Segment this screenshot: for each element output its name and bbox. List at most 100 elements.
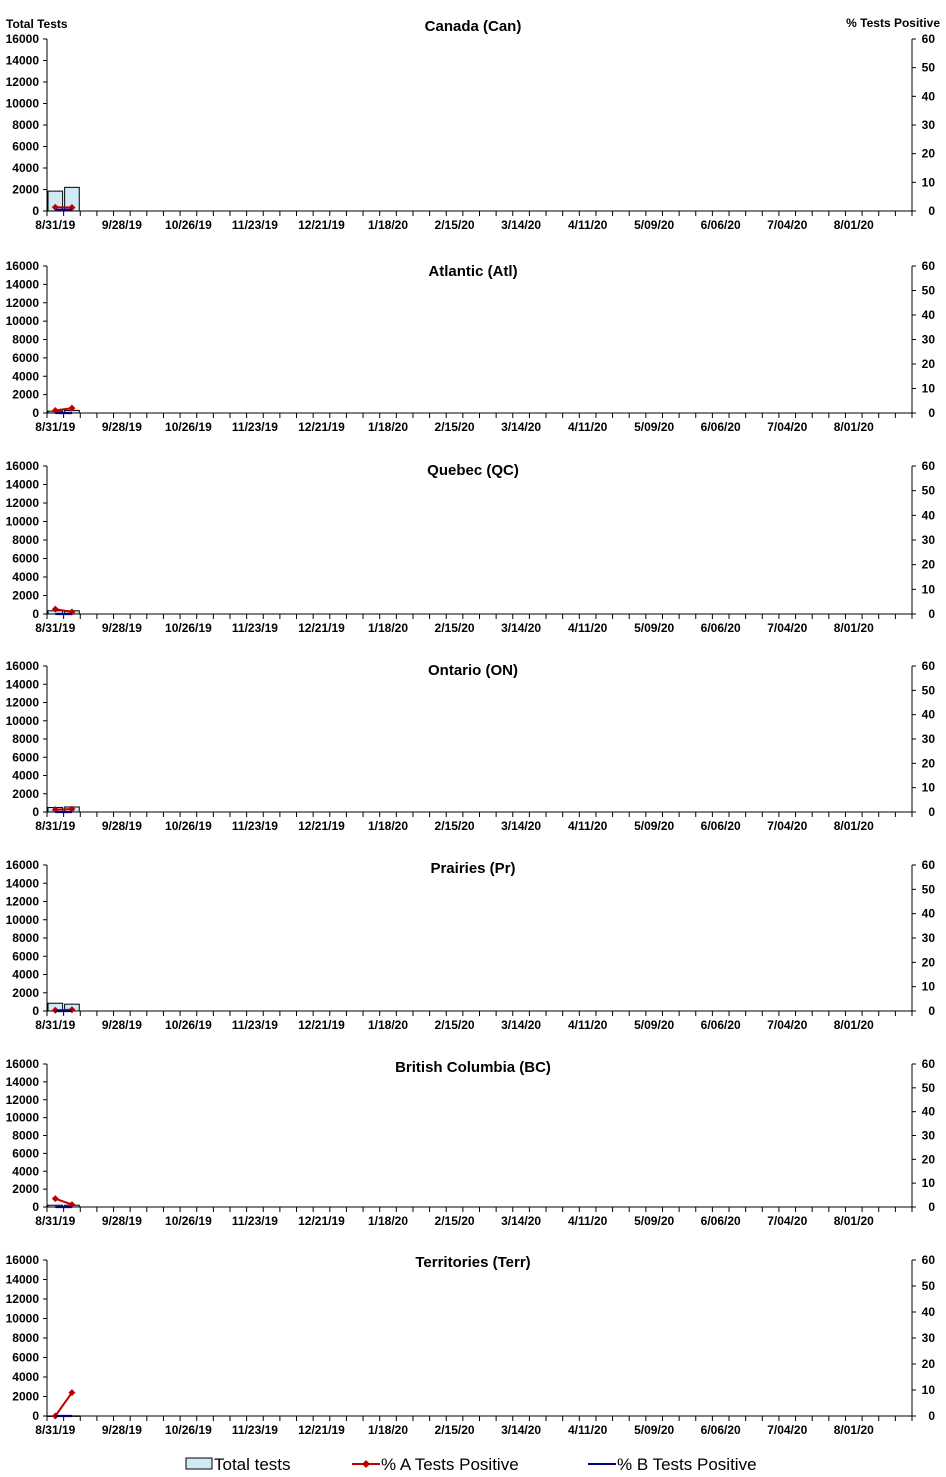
y2-tick-label: 30 <box>922 1129 936 1143</box>
y-tick-label: 14000 <box>6 1075 40 1089</box>
y2-tick-label: 30 <box>922 931 936 945</box>
legend-label: Total tests <box>214 1455 291 1474</box>
y-tick-label: 10000 <box>6 314 40 328</box>
y-tick-label: 6000 <box>12 140 39 154</box>
y-tick-label: 14000 <box>6 277 40 291</box>
y-tick-label: 2000 <box>12 589 39 603</box>
y2-tick-label: 0 <box>928 1409 935 1423</box>
y2-tick-label: 60 <box>922 259 936 273</box>
y-tick-label: 16000 <box>6 32 40 46</box>
y-tick-label: 10000 <box>6 714 40 728</box>
y-tick-label: 6000 <box>12 750 39 764</box>
y2-tick-label: 0 <box>928 204 935 218</box>
x-tick-label: 7/04/20 <box>767 1018 807 1032</box>
y2-tick-label: 20 <box>922 357 936 371</box>
series-a-marker <box>68 404 76 412</box>
x-tick-label: 12/21/19 <box>298 420 345 434</box>
x-tick-label: 3/14/20 <box>501 621 541 635</box>
x-tick-label: 11/23/19 <box>232 420 278 434</box>
x-tick-label: 10/26/19 <box>165 420 212 434</box>
y2-tick-label: 60 <box>922 32 936 46</box>
chart-panels: Canada (Can)0200040006000800010000120001… <box>6 18 936 1437</box>
left-axis-title: Total Tests <box>6 17 68 31</box>
y-tick-label: 0 <box>32 805 39 819</box>
y-tick-label: 4000 <box>12 369 39 383</box>
x-tick-label: 8/31/19 <box>35 1214 75 1228</box>
y-tick-label: 10000 <box>6 913 40 927</box>
y-tick-label: 2000 <box>12 787 39 801</box>
chart-title: Atlantic (Atl) <box>428 263 517 280</box>
y2-tick-label: 20 <box>922 1357 936 1371</box>
y-tick-label: 4000 <box>12 570 39 584</box>
y-tick-label: 12000 <box>6 296 40 310</box>
y-tick-label: 4000 <box>12 161 39 175</box>
y-tick-label: 8000 <box>12 118 39 132</box>
y2-tick-label: 10 <box>922 1176 936 1190</box>
x-tick-label: 12/21/19 <box>298 218 345 232</box>
y-tick-label: 8000 <box>12 732 39 746</box>
series-a-marker <box>68 1389 76 1397</box>
y-tick-label: 2000 <box>12 1182 39 1196</box>
x-tick-label: 2/15/20 <box>435 218 475 232</box>
x-tick-label: 4/11/20 <box>568 420 608 434</box>
y-tick-label: 6000 <box>12 1351 39 1365</box>
y2-tick-label: 0 <box>928 805 935 819</box>
y-tick-label: 16000 <box>6 259 40 273</box>
x-tick-label: 12/21/19 <box>298 1214 345 1228</box>
chart-title: Canada (Can) <box>425 18 522 35</box>
x-tick-label: 12/21/19 <box>298 1423 345 1437</box>
y-tick-label: 10000 <box>6 97 40 111</box>
x-tick-label: 9/28/19 <box>102 1423 142 1437</box>
x-tick-label: 8/01/20 <box>834 621 874 635</box>
y2-tick-label: 60 <box>922 1057 936 1071</box>
y2-tick-label: 60 <box>922 459 936 473</box>
x-tick-label: 10/26/19 <box>165 819 212 833</box>
x-tick-label: 6/06/20 <box>701 1214 741 1228</box>
x-tick-label: 3/14/20 <box>501 420 541 434</box>
y-tick-label: 16000 <box>6 1253 40 1267</box>
y-tick-label: 8000 <box>12 1331 39 1345</box>
chart-title: Ontario (ON) <box>428 662 518 679</box>
legend-swatch-total-tests <box>185 1457 213 1470</box>
chart-panel: Atlantic (Atl) 0 2000 4000 6000 8000 10000 1200… <box>6 259 936 434</box>
x-tick-label: 8/01/20 <box>834 1214 874 1228</box>
y2-tick-label: 20 <box>922 1152 936 1166</box>
y2-tick-label: 30 <box>922 533 936 547</box>
x-tick-label: 6/06/20 <box>701 621 741 635</box>
series-a-line <box>54 1392 73 1417</box>
y-tick-label: 14000 <box>6 1273 40 1287</box>
y-tick-label: 8000 <box>12 1129 39 1143</box>
y-tick-label: 10000 <box>6 515 40 529</box>
y2-tick-label: 10 <box>922 582 936 596</box>
x-tick-label: 11/23/19 <box>232 1423 278 1437</box>
x-tick-label: 12/21/19 <box>298 621 345 635</box>
y2-tick-label: 10 <box>922 980 936 994</box>
x-tick-label: 1/18/20 <box>368 621 408 635</box>
y2-tick-label: 60 <box>922 858 936 872</box>
y-tick-label: 0 <box>32 406 39 420</box>
y-tick-label: 2000 <box>12 388 39 402</box>
y2-tick-label: 40 <box>922 89 936 103</box>
y2-tick-label: 10 <box>922 382 936 396</box>
y-tick-label: 14000 <box>6 876 40 890</box>
y-tick-label: 14000 <box>6 54 40 68</box>
x-tick-label: 8/01/20 <box>834 1423 874 1437</box>
y2-tick-label: 10 <box>922 175 936 189</box>
chart-title: Territories (Terr) <box>415 1254 530 1271</box>
chart-panel: Quebec (QC) 0 2000 4000 6000 8000 10000 12000 14… <box>6 459 936 635</box>
x-tick-label: 11/23/19 <box>232 218 278 232</box>
x-tick-label: 6/06/20 <box>701 1018 741 1032</box>
chart-panel: British Columbia (BC) 0 2000 4000 6000 8000 10… <box>6 1057 936 1228</box>
y2-tick-label: 30 <box>922 118 936 132</box>
x-tick-label: 2/15/20 <box>435 819 475 833</box>
y-tick-label: 2000 <box>12 183 39 197</box>
legend-label: % B Tests Positive <box>617 1455 757 1474</box>
x-tick-label: 2/15/20 <box>435 1018 475 1032</box>
x-tick-label: 11/23/19 <box>232 1018 278 1032</box>
y-tick-label: 4000 <box>12 968 39 982</box>
x-tick-label: 3/14/20 <box>501 819 541 833</box>
y2-tick-label: 10 <box>922 1383 936 1397</box>
y-tick-label: 4000 <box>12 1164 39 1178</box>
x-tick-label: 3/14/20 <box>501 1214 541 1228</box>
x-tick-label: 7/04/20 <box>767 420 807 434</box>
